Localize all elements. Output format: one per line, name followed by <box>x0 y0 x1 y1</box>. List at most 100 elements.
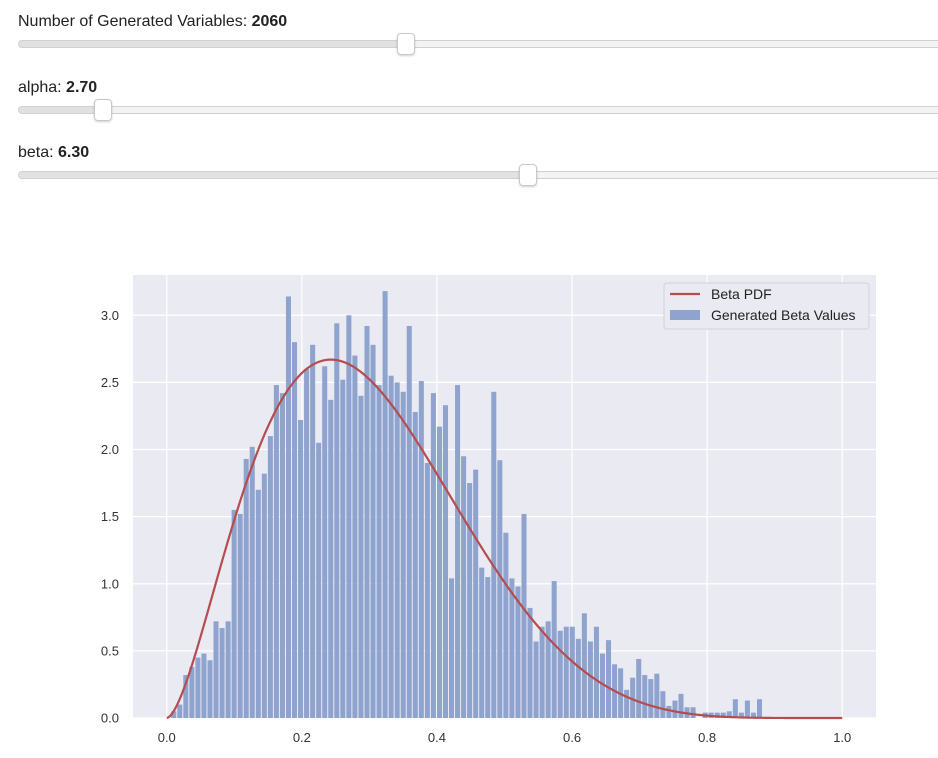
histogram-bar <box>171 711 177 718</box>
histogram-bar <box>539 626 545 718</box>
histogram-bar <box>346 315 352 718</box>
beta-slider-thumb[interactable] <box>519 164 538 186</box>
num-variables-slider-thumb[interactable] <box>396 33 415 55</box>
histogram-bar <box>237 513 243 718</box>
beta-slider-track[interactable] <box>18 164 938 186</box>
num-variables-value: 2060 <box>251 13 288 30</box>
histogram-bar <box>243 458 249 718</box>
histogram-bar <box>575 638 581 718</box>
histogram-bar <box>231 509 237 718</box>
num-variables-label-text: Number of Generated Variables: <box>18 13 252 30</box>
x-tick-label: 0.2 <box>293 730 311 745</box>
histogram-bar <box>581 613 587 718</box>
histogram-bar <box>509 578 515 718</box>
histogram-bar <box>666 705 672 718</box>
histogram-bar <box>340 379 346 718</box>
legend-label-pdf: Beta PDF <box>711 286 772 302</box>
histogram-bar <box>624 689 630 718</box>
histogram-bar <box>660 691 666 718</box>
histogram-bar <box>406 326 412 718</box>
histogram-bar <box>599 653 606 718</box>
histogram-bar <box>587 641 593 718</box>
histogram-bar <box>382 291 388 718</box>
histogram-bar <box>720 712 726 718</box>
histogram-bar <box>285 296 292 718</box>
histogram-bar <box>750 712 756 718</box>
histogram-bar <box>316 442 322 718</box>
histogram-bar <box>183 675 189 718</box>
histogram-bar <box>690 707 696 718</box>
histogram-bar <box>261 473 267 718</box>
alpha-slider-group: alpha: 2.70 <box>18 78 938 121</box>
legend-box <box>663 282 870 330</box>
histogram-bar <box>400 391 406 718</box>
alpha-slider-track[interactable] <box>18 99 938 121</box>
histogram-bar <box>424 462 430 718</box>
histogram-bar <box>593 626 599 718</box>
alpha-slider-thumb[interactable] <box>93 99 112 121</box>
y-tick-label: 1.5 <box>101 509 119 524</box>
histogram-bar <box>442 405 449 718</box>
histogram-bar <box>569 626 575 718</box>
alpha-value: 2.70 <box>66 79 98 96</box>
histogram-bar <box>630 677 636 718</box>
histogram-bar <box>255 489 261 718</box>
histogram-bar <box>219 628 225 718</box>
x-tick-label: 0.6 <box>563 730 581 745</box>
beta-slider-fill <box>19 172 529 178</box>
histogram-bar <box>642 675 648 718</box>
histogram-bar <box>479 567 485 718</box>
histogram-bar <box>726 711 732 718</box>
histogram-bar <box>503 532 509 718</box>
histogram-bar <box>636 658 642 718</box>
beta-value: 6.30 <box>58 144 90 161</box>
histogram-bar <box>322 366 328 718</box>
histogram-bar <box>213 621 219 718</box>
histogram-bar <box>521 513 527 718</box>
histogram-bar <box>545 621 551 718</box>
histogram-bar <box>756 699 763 718</box>
histogram-bar <box>654 673 660 718</box>
histogram-bar <box>376 385 382 718</box>
beta-label: beta: 6.30 <box>18 143 938 163</box>
histogram-bar <box>352 355 358 718</box>
x-tick-label: 1.0 <box>833 730 851 745</box>
histogram-bar <box>370 344 376 718</box>
histogram-bar <box>292 342 298 718</box>
alpha-label-text: alpha: <box>18 79 67 96</box>
histogram-bar <box>328 399 334 718</box>
legend-label-histogram: Generated Beta Values <box>711 307 856 323</box>
y-tick-label: 0.5 <box>101 643 119 658</box>
num-variables-slider-fill <box>19 41 406 47</box>
histogram-bar <box>461 456 467 718</box>
histogram-bar <box>364 326 370 718</box>
histogram-bar <box>195 657 201 718</box>
num-variables-slider-track[interactable] <box>18 33 938 55</box>
histogram-bar <box>744 700 750 718</box>
histogram-bar <box>436 426 442 718</box>
histogram-bar <box>473 469 479 718</box>
legend: Beta PDF Generated Beta Values <box>663 282 870 330</box>
histogram-bar <box>412 411 418 718</box>
histogram-bar <box>449 578 455 718</box>
alpha-label: alpha: 2.70 <box>18 78 938 98</box>
histogram-bar <box>388 375 394 718</box>
histogram-bar <box>298 419 304 718</box>
histogram-bar <box>418 381 424 718</box>
histogram-bar <box>189 666 195 718</box>
histogram-bar <box>491 391 497 718</box>
alpha-slider-fill <box>19 107 103 113</box>
num-variables-slider-group: Number of Generated Variables: 2060 <box>18 12 938 55</box>
histogram-bar <box>485 577 491 718</box>
histogram-bar <box>738 712 744 718</box>
histogram-bar <box>358 395 364 718</box>
histogram-bar <box>527 607 533 718</box>
histogram-bar <box>515 586 521 718</box>
histogram-bar <box>430 393 436 718</box>
histogram-bar <box>533 641 539 718</box>
histogram-bar <box>678 693 684 718</box>
histogram-bar <box>497 460 503 718</box>
histogram-bar <box>249 446 255 718</box>
y-tick-label: 1.0 <box>101 576 119 591</box>
histogram-bar <box>551 581 557 718</box>
